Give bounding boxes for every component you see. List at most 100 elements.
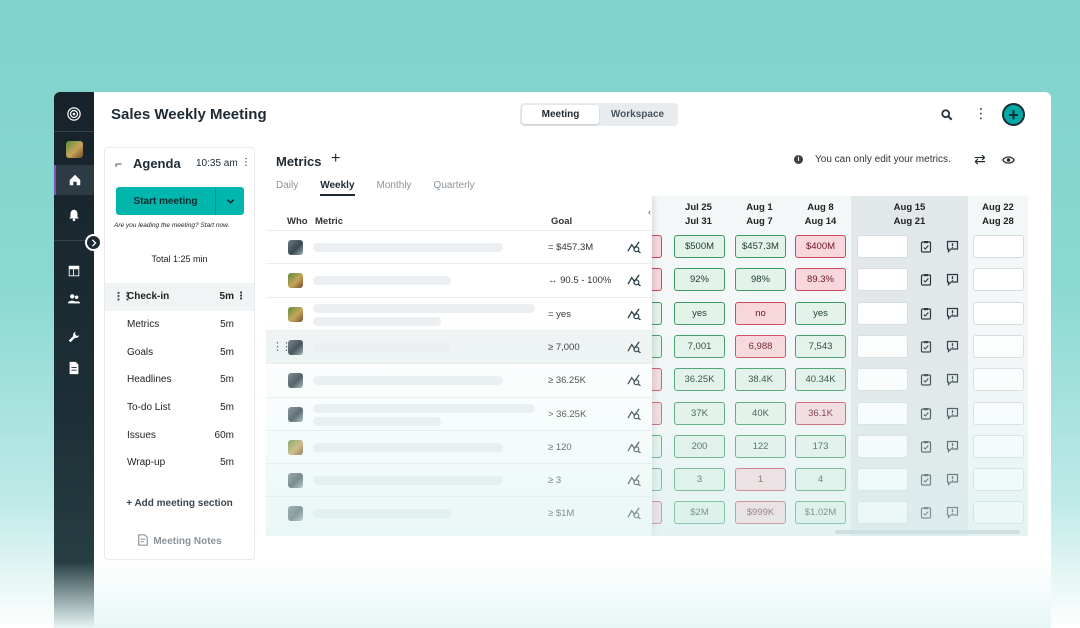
meeting-notes-button[interactable]: Meeting Notes (105, 534, 254, 547)
chevron-left-icon[interactable]: ‹ (648, 207, 651, 217)
clipboard-check-icon[interactable] (920, 340, 932, 353)
table-row[interactable]: ≥ 3 (266, 463, 652, 496)
eye-icon[interactable] (1002, 152, 1015, 170)
trend-chart-icon[interactable] (627, 340, 642, 358)
metric-value-input[interactable] (857, 434, 908, 458)
chevron-down-icon[interactable] (215, 187, 244, 215)
table-row[interactable]: ≥ 120 (266, 429, 652, 463)
metric-value-cell[interactable]: 36.1K (795, 401, 846, 425)
comment-alert-icon[interactable] (946, 340, 959, 353)
app-logo-icon[interactable] (54, 99, 94, 129)
metric-value-cell[interactable]: 98% (735, 268, 786, 292)
metric-value-cell[interactable] (652, 368, 662, 392)
metric-value-cell[interactable]: $999K (735, 501, 786, 525)
dashboard-icon[interactable] (54, 256, 94, 286)
agenda-item[interactable]: Goals 5m (105, 338, 254, 366)
add-meeting-section-button[interactable]: + Add meeting section (126, 498, 233, 509)
table-row[interactable]: ≥ 36.25K (266, 363, 652, 396)
metric-value-input[interactable] (857, 368, 908, 392)
metric-value-input[interactable] (857, 401, 908, 425)
metric-value-cell[interactable]: 7,001 (674, 334, 725, 358)
user-avatar[interactable] (54, 134, 94, 164)
metric-value-cell[interactable]: $2M (674, 501, 725, 525)
metric-value-cell[interactable] (652, 301, 662, 325)
metric-value-cell[interactable] (652, 401, 662, 425)
metric-value-cell[interactable]: $500M (674, 235, 725, 258)
comment-alert-icon[interactable] (946, 407, 959, 420)
comment-alert-icon[interactable] (946, 506, 959, 520)
metric-value-input[interactable] (973, 468, 1024, 492)
add-metric-icon[interactable]: + (331, 150, 341, 167)
swap-icon[interactable]: ⇄ (974, 151, 986, 167)
metric-value-input[interactable] (857, 268, 908, 292)
comment-alert-icon[interactable] (946, 473, 959, 487)
tab-monthly[interactable]: Monthly (376, 180, 412, 191)
metric-value-cell[interactable]: 7,543 (795, 334, 846, 358)
metric-value-cell[interactable]: $400M (795, 235, 846, 258)
metric-value-cell[interactable]: yes (795, 301, 846, 325)
metric-value-cell[interactable]: 6,988 (735, 334, 786, 358)
metric-value-cell[interactable]: 40.34K (795, 368, 846, 392)
start-meeting-button[interactable]: Start meeting (116, 187, 244, 215)
tab-daily[interactable]: Daily (276, 180, 299, 191)
more-vertical-icon[interactable]: ⋮ (974, 105, 988, 121)
tab-weekly[interactable]: Weekly (320, 180, 355, 196)
metric-value-cell[interactable]: yes (674, 301, 725, 325)
metric-value-input[interactable] (857, 235, 908, 258)
trend-chart-icon[interactable] (627, 473, 642, 491)
home-icon[interactable] (54, 165, 94, 195)
metric-value-input[interactable] (973, 501, 1024, 525)
metric-value-cell[interactable]: 4 (795, 468, 846, 492)
table-row[interactable]: ≥ $1M (266, 496, 652, 529)
start-meeting-label[interactable]: Start meeting (133, 195, 198, 207)
agenda-item[interactable]: To-do List 5m (105, 394, 254, 422)
metric-value-cell[interactable]: 200 (674, 434, 725, 458)
metric-value-cell[interactable]: 3 (674, 468, 725, 492)
metric-value-cell[interactable]: 38.4K (735, 368, 786, 392)
trend-chart-icon[interactable] (627, 240, 642, 258)
agenda-item[interactable]: Metrics 5m (105, 311, 254, 339)
trend-chart-icon[interactable] (627, 373, 642, 391)
metric-value-cell[interactable] (652, 501, 662, 525)
metric-value-input[interactable] (973, 301, 1024, 325)
metric-value-input[interactable] (973, 401, 1024, 425)
table-row[interactable]: = yes (266, 296, 652, 330)
document-icon[interactable] (54, 353, 94, 383)
comment-alert-icon[interactable] (946, 273, 959, 287)
clipboard-check-icon[interactable] (920, 407, 932, 420)
table-row[interactable]: = $457.3M (266, 230, 652, 263)
metric-value-cell[interactable] (652, 434, 662, 458)
clipboard-check-icon[interactable] (920, 440, 932, 453)
comment-alert-icon[interactable] (946, 373, 959, 387)
tab-quarterly[interactable]: Quarterly (433, 180, 475, 191)
metric-value-cell[interactable]: 1 (735, 468, 786, 492)
metric-value-cell[interactable]: 36.25K (674, 368, 725, 392)
more-vertical-icon[interactable]: ⋮ (236, 291, 246, 303)
comment-alert-icon[interactable] (946, 440, 959, 453)
metric-value-input[interactable] (857, 334, 908, 358)
comment-alert-icon[interactable] (946, 307, 959, 320)
metric-value-cell[interactable] (652, 334, 662, 358)
metric-value-cell[interactable]: $1.02M (795, 501, 846, 525)
clipboard-check-icon[interactable] (920, 273, 932, 286)
metric-value-input[interactable] (857, 301, 908, 325)
metric-value-input[interactable] (857, 468, 908, 492)
trend-chart-icon[interactable] (627, 407, 642, 425)
clipboard-check-icon[interactable] (920, 307, 932, 320)
table-row[interactable]: > 36.25K (266, 396, 652, 430)
people-icon[interactable] (54, 284, 94, 314)
metric-value-cell[interactable]: 173 (795, 434, 846, 458)
metric-value-cell[interactable]: 89.3% (795, 268, 846, 292)
clipboard-check-icon[interactable] (920, 506, 932, 519)
metric-value-input[interactable] (973, 368, 1024, 392)
metric-value-cell[interactable]: $457.3M (735, 235, 786, 258)
metric-value-cell[interactable]: 122 (735, 434, 786, 458)
table-row[interactable]: ↔ 90.5 - 100% (266, 263, 652, 296)
add-circle-icon[interactable]: + (1002, 103, 1025, 126)
wrench-icon[interactable] (54, 322, 94, 352)
metric-value-input[interactable] (973, 334, 1024, 358)
table-row[interactable]: ⋮⋮ ≥ 7,000 (266, 329, 652, 364)
clipboard-check-icon[interactable] (920, 240, 932, 253)
metric-value-cell[interactable]: 37K (674, 401, 725, 425)
agenda-section[interactable]: ⋮⋮ Check-in 5m ⋮ (105, 283, 254, 311)
